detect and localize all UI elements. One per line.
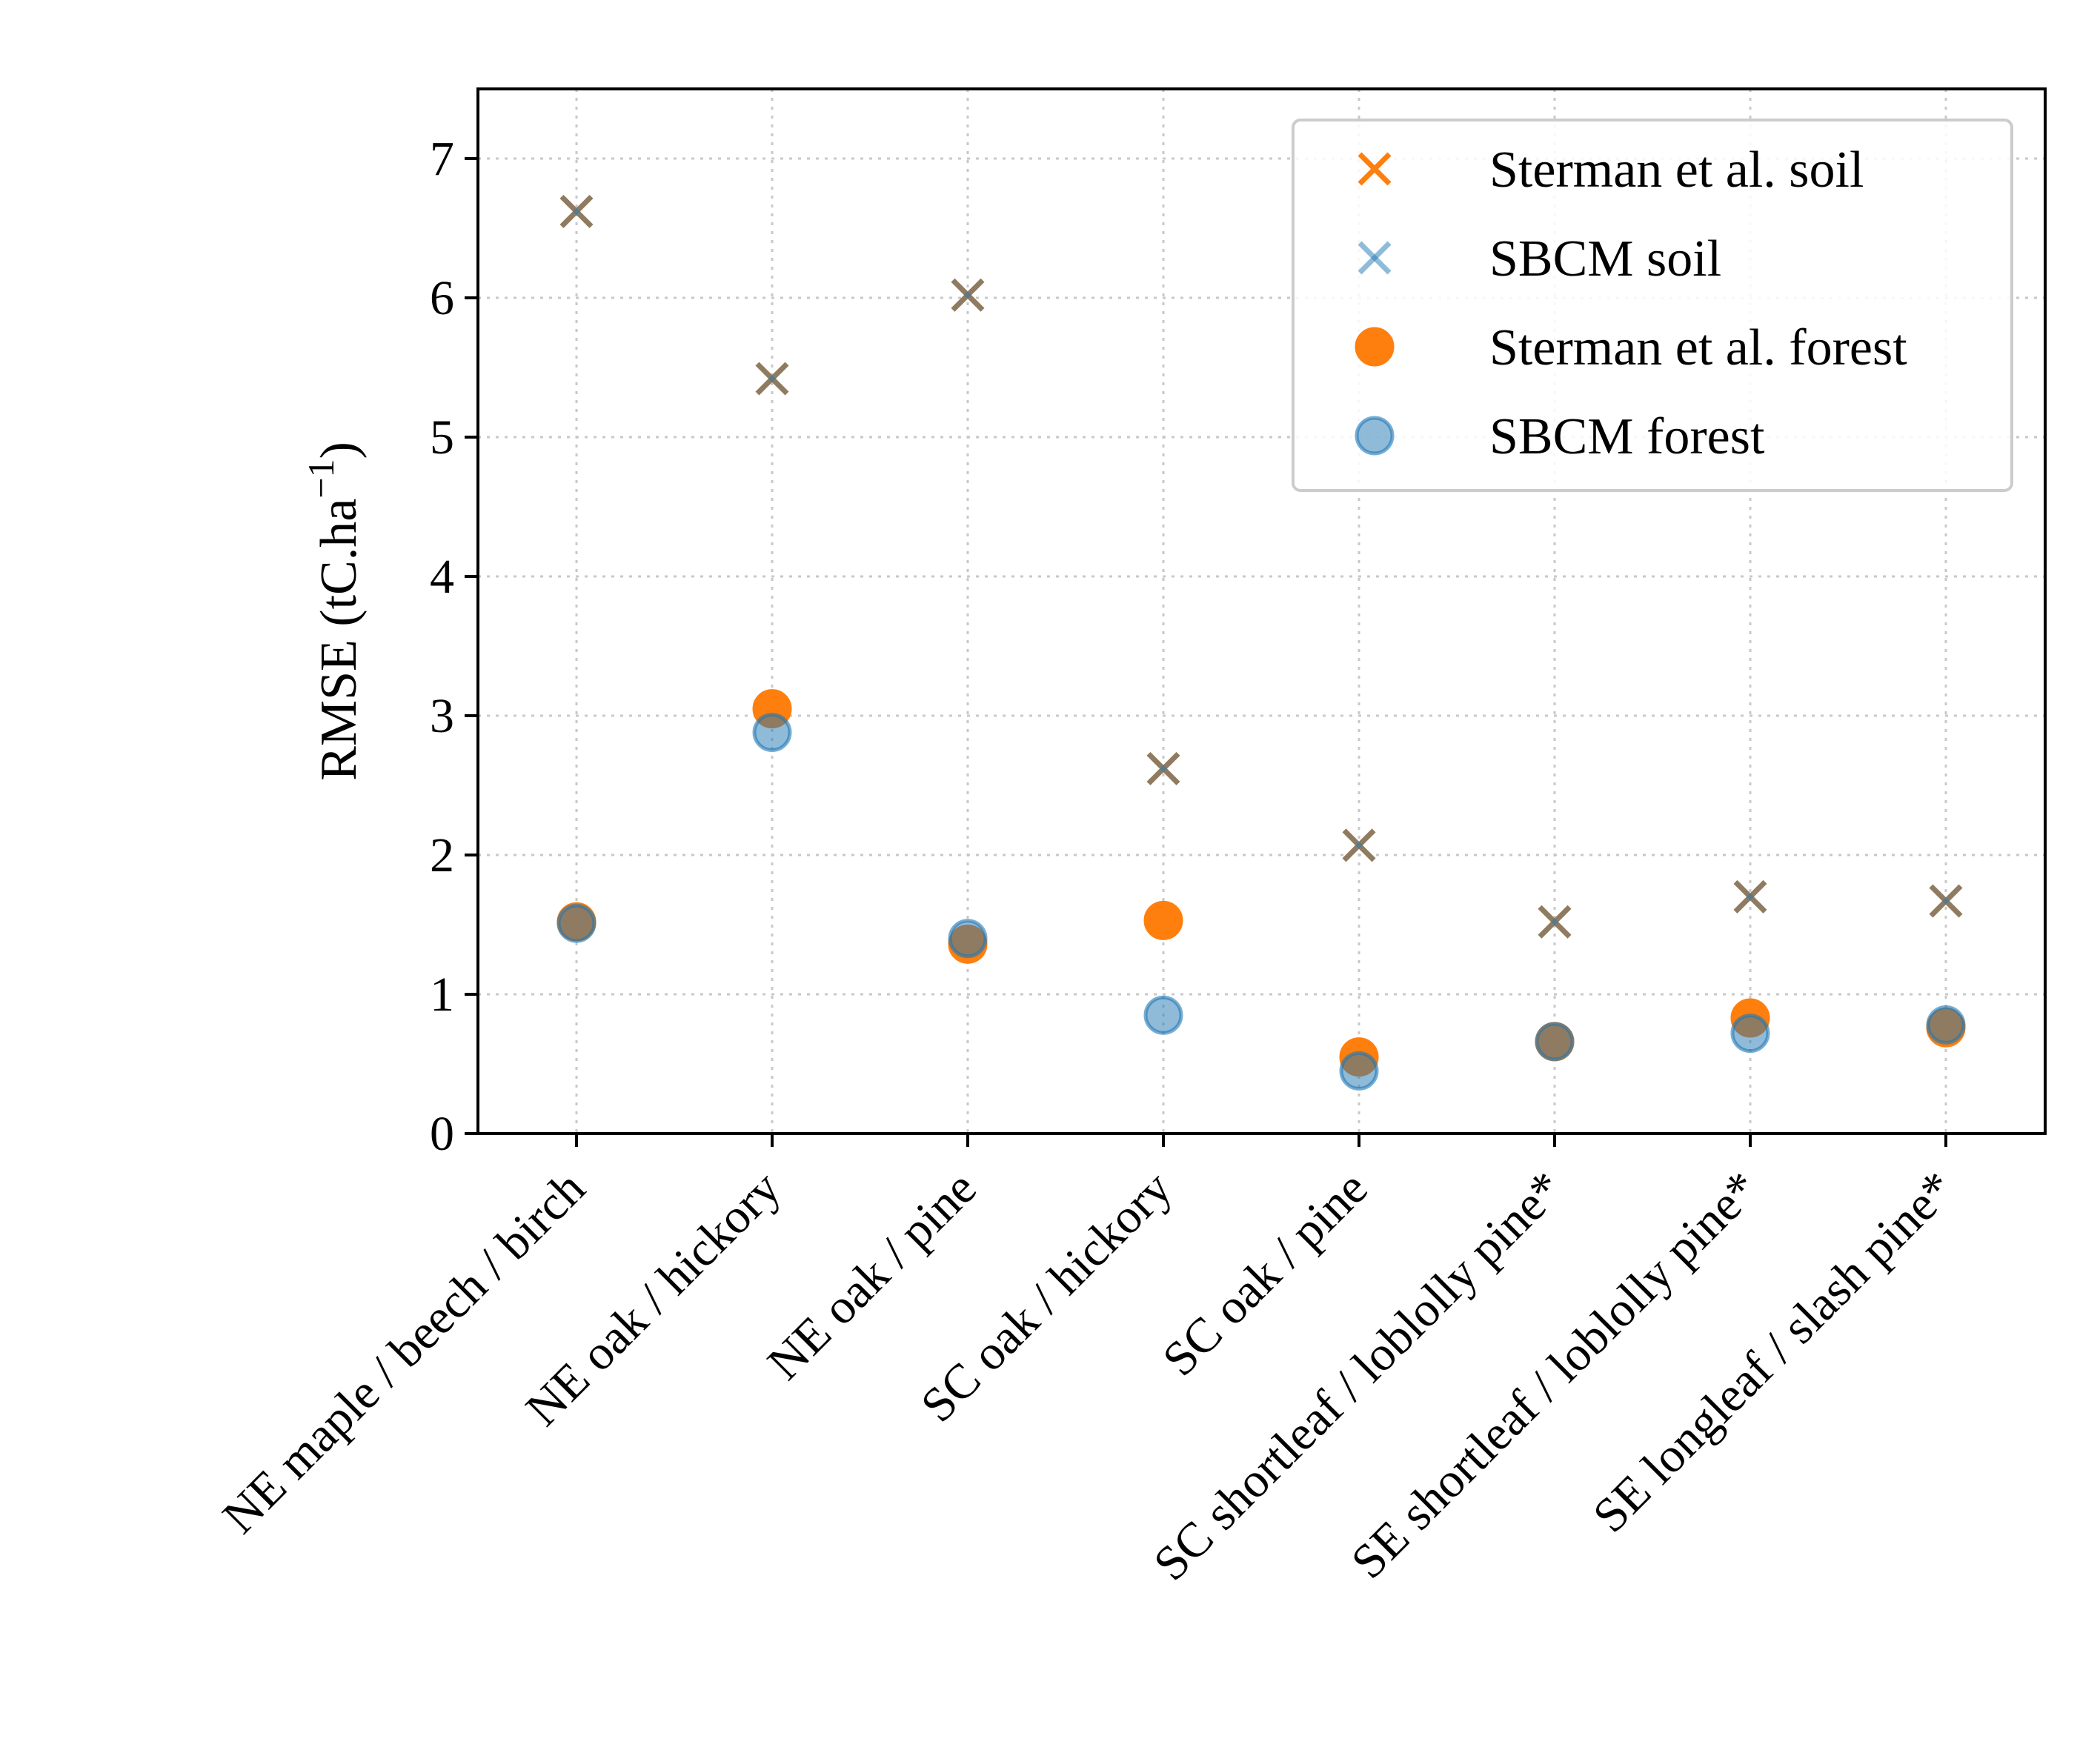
marker-stroke — [951, 278, 985, 312]
marker-stroke — [559, 194, 594, 228]
legend-label-sterman-et-al-forest: Sterman et al. forest — [1489, 319, 1907, 376]
data-marks — [556, 194, 1966, 1091]
y-axis-label-close: ) — [310, 442, 368, 459]
sbcm-soil-point — [1538, 905, 1572, 939]
marker-stroke — [1358, 152, 1392, 186]
sbcm-forest-point — [1339, 1051, 1379, 1091]
sbcm-soil-point — [559, 194, 594, 228]
y-tick-label: 4 — [430, 550, 454, 604]
marker-stroke — [1358, 241, 1392, 275]
y-tick-label: 3 — [430, 689, 454, 743]
sbcm-forest-point — [1143, 995, 1183, 1035]
legend-label-sbcm-forest: SBCM forest — [1489, 408, 1765, 465]
legend: Sterman et al. soil SBCM soil Sterman et a… — [1292, 119, 2013, 492]
y-axis: 0 1 2 3 4 5 6 7 — [430, 132, 478, 1161]
y-tick-label: 5 — [430, 410, 454, 465]
legend-box — [1292, 119, 2013, 492]
legend-label-sbcm-soil: SBCM soil — [1489, 230, 1721, 287]
sbcm-forest-point — [948, 919, 988, 959]
sbcm-forest-point — [1730, 1014, 1770, 1054]
legend-marker-sterman-et-al-soil — [1358, 152, 1392, 186]
sbcm-soil-point — [755, 362, 789, 396]
legend-marker-sbcm-forest — [1355, 416, 1395, 456]
x-tick-label: SE shortleaf / loblolly pine* — [1341, 1161, 1770, 1589]
legend-label-sterman-et-al-soil: Sterman et al. soil — [1489, 142, 1864, 199]
sterman-et-al-forest-point — [1143, 900, 1183, 940]
marker-stroke — [755, 362, 789, 396]
sbcm-forest-point — [1535, 1022, 1575, 1062]
y-axis-label: RMSE (tC.ha−1) — [300, 442, 368, 781]
sbcm-forest-point — [1926, 1005, 1966, 1045]
y-axis-label-main: RMSE (tC.ha — [310, 499, 368, 781]
plot-frame — [476, 87, 2047, 1135]
sbcm-forest-point — [556, 903, 597, 943]
sbcm-soil-point — [1733, 879, 1767, 914]
sbcm-soil-point — [951, 278, 985, 312]
marker-stroke — [1929, 884, 1963, 918]
y-tick-label: 1 — [430, 968, 454, 1022]
marker-stroke — [1538, 905, 1572, 939]
marker-stroke — [1733, 879, 1767, 914]
y-tick-label: 0 — [430, 1107, 454, 1161]
marker-stroke — [1342, 828, 1376, 862]
y-tick-label: 2 — [430, 828, 454, 882]
legend-marker-sterman-et-al-forest — [1355, 327, 1395, 367]
legend-marker-sbcm-soil — [1358, 241, 1392, 275]
y-axis-label-superscript: −1 — [300, 459, 342, 498]
x-tick-label: NE maple / beech / birch — [213, 1161, 596, 1544]
sbcm-soil-point — [1929, 884, 1963, 918]
marker-stroke — [1146, 751, 1180, 785]
sbcm-forest-point — [752, 713, 792, 753]
x-tick-label: SC shortleaf / loblolly pine* — [1143, 1161, 1574, 1591]
sbcm-soil-point — [1342, 828, 1376, 862]
x-tick-label: SE longleaf / slash pine* — [1583, 1161, 1965, 1543]
y-tick-label: 7 — [430, 132, 454, 186]
y-tick-label: 6 — [430, 271, 454, 325]
sbcm-soil-point — [1146, 751, 1180, 785]
